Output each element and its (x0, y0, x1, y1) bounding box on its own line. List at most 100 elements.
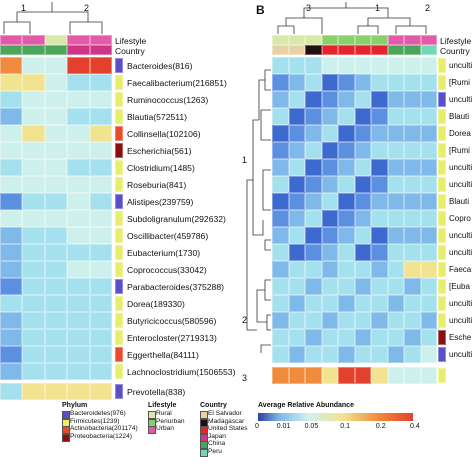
heatmap-cell (338, 367, 355, 384)
row-label: Clostridium(1485) (127, 163, 195, 173)
heatmap-cell (0, 329, 23, 346)
heatmap-cell (89, 210, 112, 227)
lifestyle-swatch (338, 35, 355, 45)
heatmap-cell (305, 261, 322, 278)
heatmap-cell (288, 329, 305, 346)
heatmap-cell (420, 329, 437, 346)
legend-label: United States (208, 425, 248, 432)
heatmap-cell (371, 57, 388, 74)
country-swatch (404, 45, 421, 55)
lifestyle-swatch (305, 35, 322, 45)
heatmap-cell (387, 125, 404, 142)
row-label: Parabacteroides(375288) (127, 282, 224, 292)
phylum-swatch (115, 330, 123, 345)
panel-a-heatmap (0, 57, 112, 400)
heatmap-cell (338, 193, 355, 210)
legend-swatch (148, 426, 156, 434)
heatmap-cell (321, 176, 338, 193)
phylum-swatch (115, 228, 123, 243)
heatmap-cell (354, 227, 371, 244)
heatmap-cell (420, 176, 437, 193)
heatmap-cell (354, 193, 371, 210)
heatmap-cell (420, 57, 437, 74)
heatmap-cell (22, 159, 45, 176)
lifestyle-swatch (321, 35, 338, 45)
phylum-swatch (438, 296, 446, 311)
heatmap-cell (387, 57, 404, 74)
heatmap-cell (321, 346, 338, 363)
heatmap-cell (44, 210, 68, 227)
heatmap-cell (387, 261, 404, 278)
abundance-tick: 0.4 (410, 423, 420, 430)
heatmap-cell (288, 108, 305, 125)
heatmap-cell (354, 244, 371, 261)
row-label: Enterocloster(2719313) (127, 333, 217, 343)
lifestyle-swatch (0, 35, 23, 45)
heatmap-cell (305, 295, 322, 312)
heatmap-cell (0, 383, 23, 400)
phylum-swatch (438, 109, 446, 124)
heatmap-cell (338, 227, 355, 244)
country-swatch (420, 45, 437, 55)
heatmap-cell (305, 312, 322, 329)
heatmap-cell (22, 312, 45, 329)
row-label: Esche (449, 333, 472, 342)
heatmap-cell (288, 227, 305, 244)
heatmap-cell (354, 367, 371, 384)
heatmap-cell (0, 346, 23, 363)
panel-b-heatmap (272, 57, 437, 384)
heatmap-cell (321, 210, 338, 227)
panel-a-cluster-label-2: 2 (84, 3, 90, 13)
heatmap-cell (44, 244, 68, 261)
legend-swatch (62, 433, 70, 442)
heatmap-cell (387, 210, 404, 227)
legend-label: Firmicutes(1239) (70, 417, 120, 425)
heatmap-cell (305, 176, 322, 193)
heatmap-cell (404, 57, 421, 74)
heatmap-cell (0, 57, 23, 74)
heatmap-cell (67, 278, 90, 295)
phylum-swatch (438, 347, 446, 362)
heatmap-cell (89, 108, 112, 125)
heatmap-cell (67, 108, 90, 125)
phylum-swatch (115, 58, 123, 73)
country-swatch (387, 45, 404, 55)
heatmap-cell (272, 295, 289, 312)
heatmap-cell (0, 108, 23, 125)
panel-a-country-bar (0, 45, 112, 55)
heatmap-cell (420, 193, 437, 210)
heatmap-cell (44, 295, 68, 312)
heatmap-cell (420, 91, 437, 108)
heatmap-cell (89, 74, 112, 91)
heatmap-cell (0, 193, 23, 210)
heatmap-cell (371, 142, 388, 159)
heatmap-cell (89, 125, 112, 142)
heatmap-cell (22, 329, 45, 346)
heatmap-cell (22, 210, 45, 227)
heatmap-cell (22, 227, 45, 244)
legend-label: Bacteroidetes(976) (70, 410, 126, 417)
panel-b-lifestyle-bar (272, 35, 437, 45)
heatmap-cell (0, 363, 23, 380)
row-label: unculti (449, 248, 473, 257)
phylum-swatch (438, 245, 446, 260)
heatmap-cell (89, 159, 112, 176)
heatmap-cell (89, 346, 112, 363)
heatmap-cell (404, 142, 421, 159)
heatmap-cell (22, 74, 45, 91)
abundance-tick: 0.2 (375, 423, 386, 430)
country-swatch (0, 45, 23, 55)
row-label: Eubacterium(1730) (127, 248, 201, 258)
heatmap-cell (89, 91, 112, 108)
heatmap-cell (305, 278, 322, 295)
heatmap-cell (288, 210, 305, 227)
heatmap-cell (67, 74, 90, 91)
heatmap-cell (354, 57, 371, 74)
heatmap-cell (89, 244, 112, 261)
row-label: [Rumi (449, 146, 470, 155)
heatmap-cell (67, 176, 90, 193)
heatmap-cell (288, 295, 305, 312)
phylum-swatch (438, 279, 446, 294)
heatmap-cell (305, 142, 322, 159)
heatmap-cell (0, 295, 23, 312)
